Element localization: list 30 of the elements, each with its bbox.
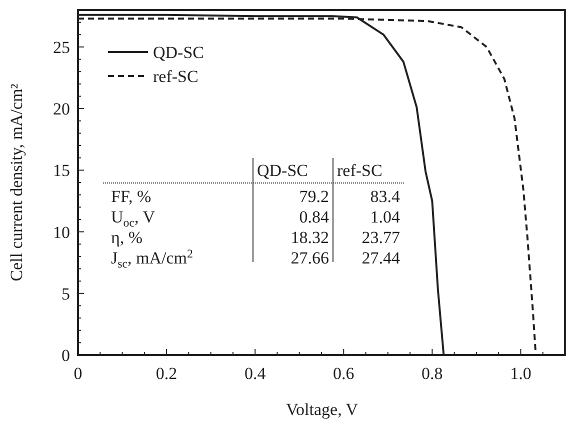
x-tick-label: 0 <box>74 364 82 383</box>
annotation: 27.66 <box>290 248 329 268</box>
x-tick-label: 1.0 <box>510 364 532 383</box>
legend-label: ref-SC <box>153 67 198 86</box>
annotation: 23.77 <box>362 228 400 247</box>
annotation: 0.84 <box>299 208 330 226</box>
y-tick-label: 10 <box>53 222 70 242</box>
annotation: J$_{sc}$, mA/cm$^{2}$ <box>111 246 194 270</box>
x-axis-title: Voltage, V <box>286 400 359 419</box>
annotation: ref-SC <box>337 161 382 180</box>
annotation: QD-SC <box>257 161 308 180</box>
annotation: η, % <box>111 228 143 247</box>
annotation: FF, % <box>111 187 152 206</box>
x-tick-label: 0.2 <box>156 364 178 383</box>
x-tick-label: 0.4 <box>244 364 266 383</box>
y-tick-label: 20 <box>53 100 70 119</box>
annotation: 79.2 <box>299 187 329 206</box>
y-tick-label: 15 <box>53 161 70 180</box>
annotation: 27.44 <box>362 248 400 268</box>
x-tick-label: 0.6 <box>333 364 354 383</box>
x-tick-label: 0.8 <box>422 364 443 383</box>
annotation: 83.4 <box>370 187 400 206</box>
y-tick-label: 0 <box>62 346 70 365</box>
y-axis-title: Cell current density, mA/cm² <box>7 84 26 282</box>
y-tick-label: 25 <box>53 38 70 57</box>
y-tick-label: 5 <box>62 284 70 304</box>
annotation: U$_{oc}$, V <box>111 208 156 230</box>
legend-label: QD-SC <box>153 43 204 62</box>
annotation: 1.04 <box>370 208 400 226</box>
annotation: 18.32 <box>290 228 329 247</box>
